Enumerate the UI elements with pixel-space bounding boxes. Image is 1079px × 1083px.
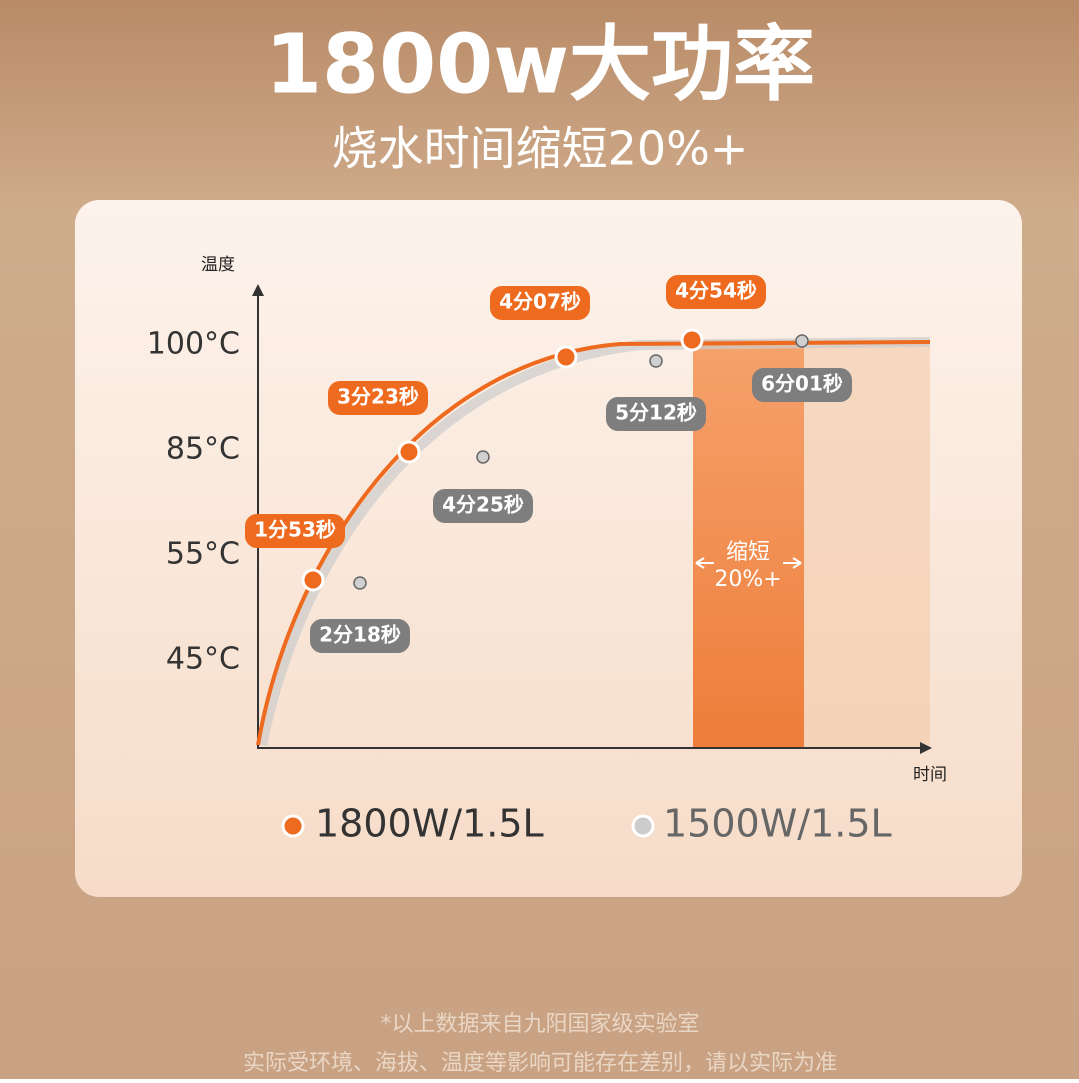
y-tick-label: 55°C	[166, 537, 240, 572]
y-tick-label: 45°C	[166, 642, 240, 677]
highlight-bar	[693, 340, 804, 748]
point-label: 5分12秒	[615, 401, 697, 425]
label-pill	[606, 397, 706, 431]
point	[353, 576, 367, 590]
legend-dot	[281, 814, 305, 838]
axes	[257, 290, 925, 749]
point	[554, 345, 578, 369]
footer-note: *以上数据来自九阳国家级实验室	[380, 1012, 699, 1037]
point	[680, 328, 704, 352]
highlight-label: 缩短	[726, 540, 770, 565]
label-pill	[328, 381, 428, 415]
point-label: 4分54秒	[675, 279, 757, 303]
point-label: 2分18秒	[319, 623, 401, 647]
label-pill	[245, 514, 345, 548]
x-axis-label: 时间	[913, 765, 947, 785]
label-pill	[666, 275, 766, 309]
arrows	[695, 557, 802, 569]
point	[301, 568, 325, 592]
point-label: 3分23秒	[337, 385, 419, 409]
point	[795, 334, 809, 348]
point	[397, 440, 421, 464]
point	[649, 354, 663, 368]
title: 1800w大功率	[265, 17, 815, 112]
highlight-value: 20%+	[714, 567, 781, 592]
label-pill	[433, 489, 533, 523]
label-pill	[490, 286, 590, 320]
legend-label: 1800W/1.5L	[315, 802, 544, 846]
subtitle: 烧水时间缩短20%+	[332, 122, 749, 176]
label-pill	[752, 368, 852, 402]
legend-dot	[631, 814, 655, 838]
point-label: 1分53秒	[254, 518, 336, 542]
y-tick-label: 85°C	[166, 432, 240, 467]
point-label: 6分01秒	[761, 372, 843, 396]
y-tick-label: 100°C	[147, 327, 240, 362]
y-axis-label: 温度	[201, 255, 235, 275]
point	[476, 450, 490, 464]
point-label: 4分07秒	[499, 290, 581, 314]
footer-disclaimer: 实际受环境、海拔、温度等影响可能存在差别，请以实际为准	[243, 1051, 837, 1076]
legend-label: 1500W/1.5L	[663, 802, 892, 846]
label-pill	[310, 619, 410, 653]
point-label: 4分25秒	[442, 493, 524, 517]
